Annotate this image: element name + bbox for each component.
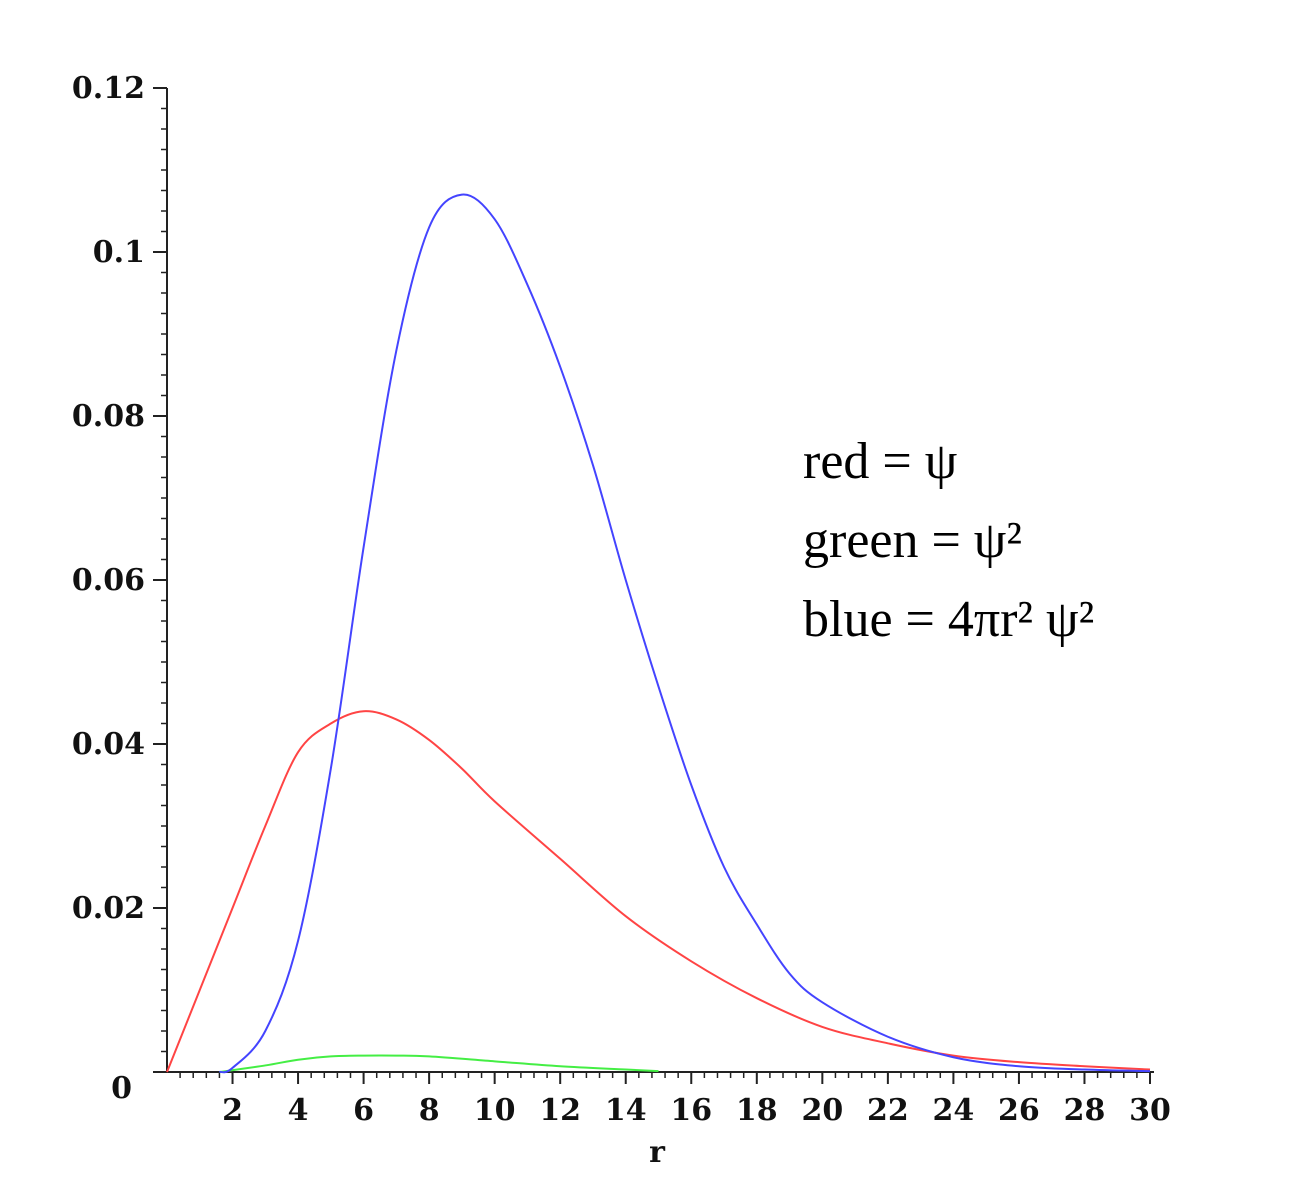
y-tick-label: 0.06 <box>72 563 145 598</box>
legend-entry-red: red = ψ <box>803 433 957 490</box>
x-tick-label: 28 <box>1064 1093 1106 1128</box>
x-tick-label: 20 <box>801 1093 843 1128</box>
x-tick-label: 22 <box>867 1093 909 1128</box>
y-tick-label: 0.12 <box>72 71 145 106</box>
x-tick-label: 18 <box>736 1093 778 1128</box>
y-tick-label: 0.04 <box>72 727 145 762</box>
axes: 2 4 6 8 10 12 14 16 18 20 22 24 26 28 3000.020.040.060… <box>72 71 1171 1128</box>
x-tick-label: 16 <box>670 1093 712 1128</box>
y-tick-label: 0.08 <box>72 399 145 434</box>
series-group <box>166 193 1151 1074</box>
x-tick-label: 4 <box>288 1093 309 1128</box>
x-tick-label: 14 <box>605 1093 647 1128</box>
legend-entry-blue: blue = 4πr² ψ² <box>803 591 1094 648</box>
x-tick-label: 30 <box>1129 1093 1171 1128</box>
x-tick-label: 10 <box>474 1093 516 1128</box>
x-axis-label: r <box>649 1135 666 1170</box>
x-tick-label: 24 <box>933 1093 975 1128</box>
series-line-blue <box>219 193 1151 1074</box>
legend-entry-green: green = ψ² <box>803 512 1022 569</box>
series-line-green <box>219 1054 659 1073</box>
y-tick-label: 0.02 <box>72 891 145 926</box>
x-tick-label: 2 <box>222 1093 243 1128</box>
y-tick-label: 0 <box>111 1071 132 1106</box>
legend: red = ψ green = ψ² blue = 4πr² ψ² <box>803 433 1094 648</box>
y-tick-label: 0.1 <box>93 235 145 270</box>
x-tick-label: 26 <box>998 1093 1040 1128</box>
x-tick-label: 8 <box>419 1093 440 1128</box>
x-tick-label: 12 <box>539 1093 581 1128</box>
x-tick-label: 6 <box>353 1093 374 1128</box>
series-line-red <box>166 710 1151 1073</box>
